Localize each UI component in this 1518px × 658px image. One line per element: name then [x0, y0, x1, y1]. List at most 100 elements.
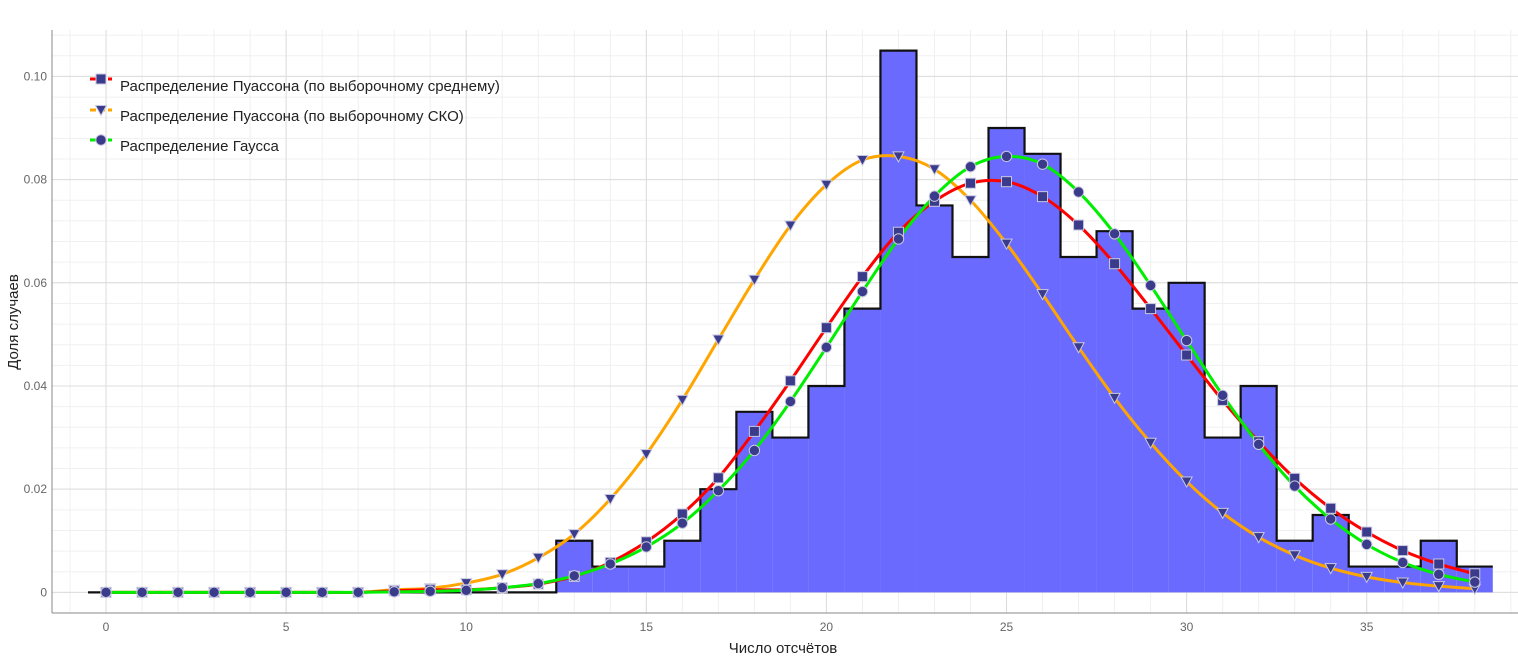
histogram-bar	[880, 50, 917, 593]
histogram-bar	[1024, 153, 1061, 593]
series-2-point	[1397, 556, 1409, 569]
series-2-point	[1072, 186, 1085, 198]
histogram-bar	[772, 437, 809, 593]
series-0-point	[784, 375, 796, 387]
x-axis-title: Число отсчётов	[729, 640, 838, 657]
series-0-point	[1073, 219, 1085, 231]
series-0-point	[1397, 545, 1409, 557]
series-2-point	[1036, 158, 1049, 170]
series-1-point	[1000, 238, 1013, 251]
histogram-bar	[916, 205, 953, 593]
series-2-point	[532, 577, 544, 590]
histogram	[88, 49, 1493, 594]
series-2-point	[568, 570, 580, 582]
series-2-point	[1144, 279, 1157, 292]
series-0-point	[1109, 258, 1121, 270]
series-2-point	[892, 233, 905, 245]
y-tick-label: 0.08	[24, 173, 48, 187]
series-2-point	[1324, 513, 1337, 525]
series-2-point	[1252, 438, 1265, 450]
legend-label-gauss: Распределение Гаусса	[120, 138, 279, 155]
series-2-point	[1469, 576, 1481, 588]
histogram-bar	[808, 385, 845, 593]
histogram-bar	[844, 308, 881, 593]
x-tick-label: 25	[1000, 620, 1014, 634]
series-1-point	[1288, 550, 1302, 562]
series-2-point	[676, 517, 689, 529]
series-2-point	[640, 541, 653, 553]
series-1-point	[1072, 342, 1085, 354]
legend-marker-gauss	[95, 134, 107, 146]
series-line-2	[104, 154, 1477, 594]
y-tick-label: 0	[40, 585, 47, 599]
histogram-bar	[736, 411, 773, 593]
histogram-bar	[628, 566, 665, 593]
histogram-bar	[664, 540, 701, 593]
series-1-point	[928, 164, 941, 176]
axes	[51, 30, 1518, 614]
series-1-point	[748, 274, 761, 287]
series-2-point	[1216, 389, 1229, 401]
series-2-point	[712, 485, 725, 497]
series-2-point	[244, 586, 256, 599]
series-2-point	[1361, 538, 1373, 551]
series-2-point	[784, 395, 797, 408]
series-2-point	[208, 586, 220, 599]
series-0-point	[1037, 191, 1049, 203]
histogram-bar	[1060, 257, 1097, 593]
x-tick-label: 10	[460, 620, 474, 634]
series-2-point	[820, 341, 833, 353]
y-tick-label: 0.10	[24, 69, 48, 83]
series-1-point	[1108, 392, 1121, 405]
series-1-point	[1180, 476, 1193, 488]
series-1-point	[712, 334, 725, 347]
series-0-point	[676, 508, 688, 520]
x-tick-labels: 0 5 10 15 20 25 30 35	[103, 620, 1374, 634]
legend-label-poisson-mean: Распределение Пуассона (по выборочному с…	[120, 78, 500, 95]
series-1-point	[1144, 437, 1157, 450]
series-1-point	[459, 578, 473, 590]
x-tick-label: 15	[640, 620, 654, 634]
legend-item-poisson-mean: Распределение Пуассона (по выборочному с…	[90, 73, 500, 95]
series-1-point	[1432, 581, 1446, 593]
x-tick-label: 35	[1360, 620, 1374, 634]
series-2-point	[100, 586, 112, 599]
series-1-point	[964, 195, 977, 207]
series-2-point	[604, 558, 617, 570]
series-0-point	[1325, 502, 1337, 514]
series-2-point	[352, 586, 364, 599]
legend-item-poisson-sko: Распределение Пуассона (по выборочному С…	[90, 105, 464, 125]
histogram-bar	[1168, 282, 1205, 593]
y-tick-labels: 0 0.02 0.04 0.06 0.08 0.10	[24, 69, 48, 599]
series-2-point	[136, 586, 148, 599]
histogram-bar	[700, 489, 737, 593]
series-1-point	[1396, 577, 1410, 590]
series-0-point	[1181, 349, 1193, 361]
series-1-point	[495, 569, 509, 581]
series-2-point	[1000, 150, 1013, 163]
y-tick-label: 0.02	[24, 482, 48, 496]
histogram-bar	[1240, 385, 1277, 593]
x-tick-label: 0	[103, 620, 110, 634]
series-1-point	[1216, 507, 1229, 520]
series-1-point	[892, 151, 905, 163]
y-tick-label: 0.04	[24, 379, 48, 393]
series-2-point	[280, 586, 292, 599]
series-1-point	[1324, 563, 1338, 575]
series-2-point	[1433, 568, 1445, 581]
x-tick-label: 30	[1180, 620, 1194, 634]
legend-marker-shape	[94, 105, 108, 117]
series-1-point	[784, 220, 797, 233]
histogram-bar	[1132, 308, 1169, 593]
series-1-point	[639, 449, 653, 461]
series-2-point	[316, 586, 328, 599]
series-0-point	[712, 472, 724, 484]
legend-item-gauss: Распределение Гаусса	[90, 134, 279, 155]
series-2-point	[1288, 480, 1301, 492]
series-0-point	[1001, 176, 1013, 188]
histogram-bar	[592, 566, 629, 593]
histogram-bar	[556, 540, 593, 593]
series-2-point	[1180, 334, 1193, 347]
series-1-point	[856, 155, 869, 167]
